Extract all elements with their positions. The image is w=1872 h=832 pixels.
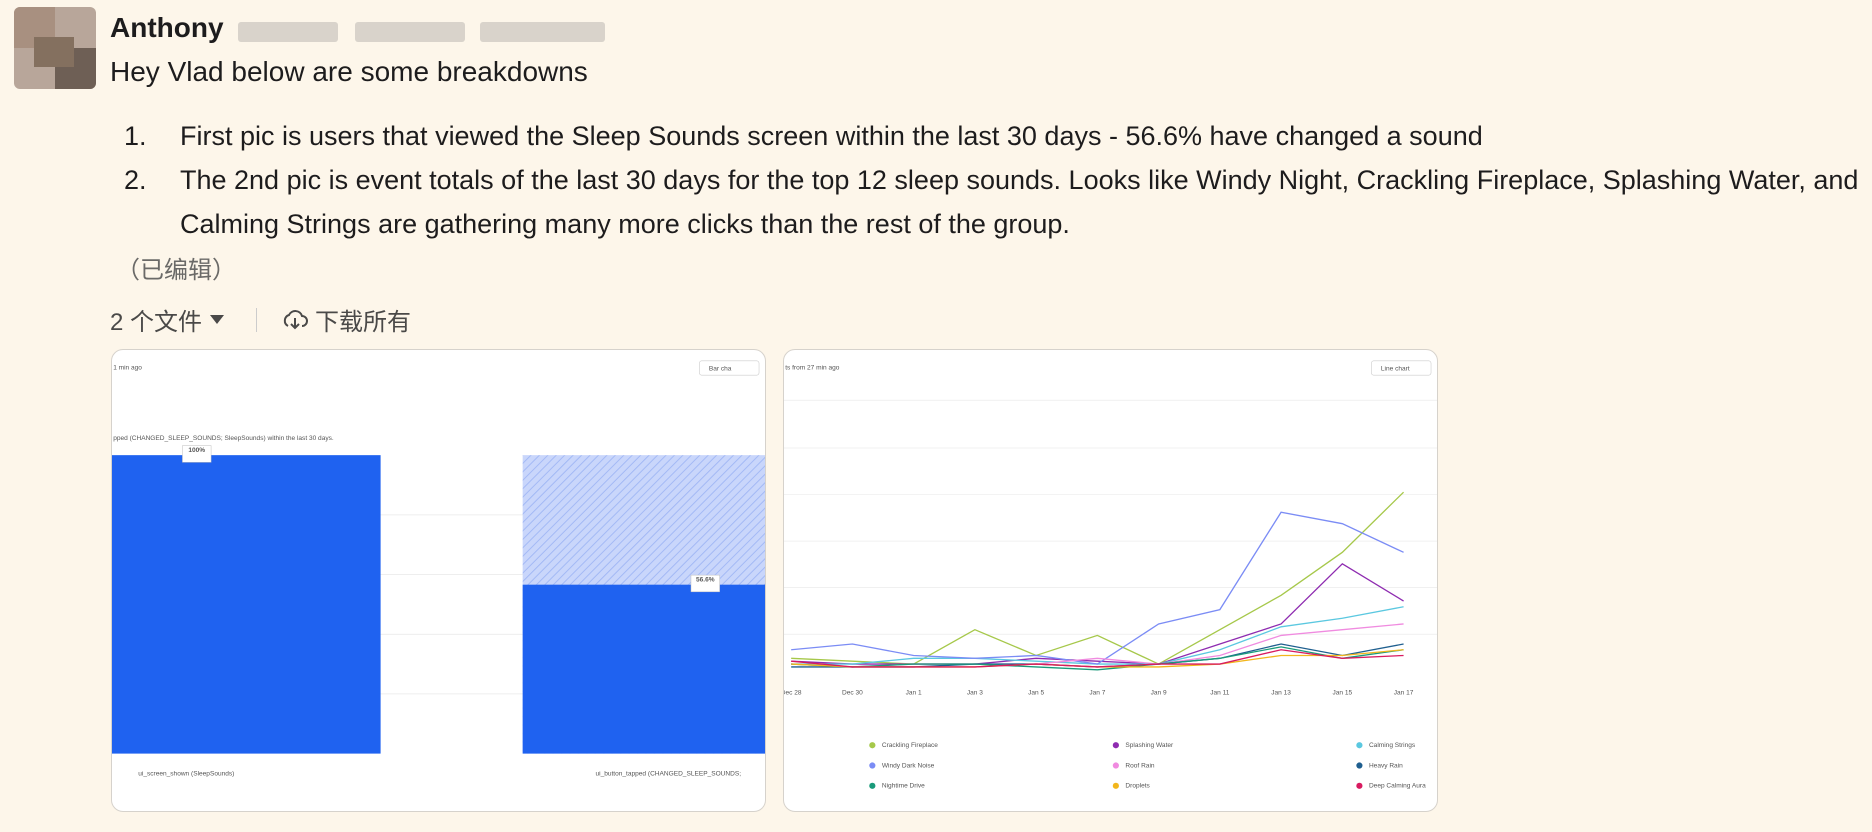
separator (256, 307, 258, 332)
file-count[interactable]: 2 个文件 (110, 309, 203, 336)
legend-label: Droplets (1125, 783, 1150, 790)
view-button-frame (1371, 360, 1432, 376)
x-tick-label: ui_screen_shown (SleepSounds) (138, 771, 234, 778)
legend-label: Roof Rain (1125, 762, 1154, 769)
series-line (791, 491, 1405, 665)
x-tick-label: Jan 17 (1394, 689, 1414, 696)
list-item: 2. The 2nd pic is event totals of the las… (110, 158, 1860, 246)
legend-swatch (1356, 762, 1363, 769)
message-list: 1. First pic is users that viewed the Sle… (110, 114, 1860, 246)
attachment-line-chart[interactable]: ts from 27 min ago Line chart Dec 28 Dec 30… (783, 349, 1438, 812)
list-text: First pic is users that viewed the Sleep… (180, 121, 1483, 151)
edited-label: （已编辑） (116, 257, 236, 284)
blurred-name (238, 22, 338, 42)
chart-subtitle: pped (CHANGED_SLEEP_SOUNDS; SleepSounds)… (113, 435, 334, 442)
series-line (791, 646, 1404, 671)
legend-swatch (869, 782, 876, 789)
legend-label: Deep Calming Aura (1369, 783, 1426, 790)
bar (112, 455, 381, 754)
legend-swatch (1356, 742, 1363, 749)
x-tick-label: Jan 13 (1271, 689, 1291, 696)
attachment-bar-chart[interactable]: 1 min ago Bar cha pped (CHANGED_SLEEP_SOUN… (111, 349, 766, 812)
download-icon[interactable] (281, 308, 309, 332)
value-label: 56.6% (696, 577, 715, 584)
legend-label: Heavy Rain (1369, 762, 1403, 769)
dropdown-icon[interactable] (202, 310, 232, 330)
list-item: 1. First pic is users that viewed the Sle… (110, 114, 1860, 158)
value-label: 100% (188, 447, 205, 454)
view-button: Bar cha (709, 365, 732, 372)
x-tick-label: Jan 7 (1089, 689, 1105, 696)
legend-swatch (869, 762, 876, 769)
legend-label: Splashing Water (1125, 742, 1174, 749)
value-label-box (182, 445, 212, 463)
download-all[interactable]: 下载所有 (315, 309, 412, 336)
bar-chart: 1 min ago Bar cha pped (CHANGED_SLEEP_SOUN… (112, 360, 765, 778)
files-bar: 2 个文件 下载所有 (110, 302, 411, 337)
chart-header: ts from 27 min ago (785, 365, 840, 372)
legend-label: Calming Strings (1369, 742, 1416, 749)
avatar[interactable] (14, 7, 96, 89)
legend-label: Crackling Fireplace (882, 742, 938, 749)
x-tick-label: Jan 3 (967, 689, 983, 696)
view-button-frame (699, 360, 760, 376)
legend-swatch (1112, 742, 1119, 749)
bar (522, 584, 765, 754)
legend-swatch (1356, 782, 1363, 789)
x-tick-label: Dec 30 (842, 689, 863, 696)
legend-swatch (1112, 782, 1119, 789)
x-tick-label: Jan 15 (1332, 689, 1352, 696)
x-tick-label: Jan 5 (1028, 689, 1044, 696)
x-tick-label: Jan 1 (906, 689, 922, 696)
list-number: 1. (124, 121, 147, 151)
message-text: Hey Vlad below are some breakdowns (110, 56, 588, 87)
legend-label: Windy Dark Noise (882, 762, 935, 769)
legend-swatch (869, 742, 876, 749)
legend-swatch (1112, 762, 1119, 769)
list-text: The 2nd pic is event totals of the last … (180, 165, 1859, 239)
avatar-image (14, 7, 96, 89)
list-number: 2. (124, 165, 147, 195)
x-tick-label: Jan 9 (1151, 689, 1167, 696)
x-tick-label: Jan 11 (1210, 689, 1230, 696)
author-name[interactable]: Anthony (110, 12, 224, 43)
series-line (791, 562, 1404, 665)
series-line (791, 623, 1404, 668)
legend-label: Nightime Drive (882, 783, 925, 790)
series-line (791, 649, 1404, 668)
x-tick-label: ui_button_tapped (CHANGED_SLEEP_SOUNDS; (595, 771, 741, 778)
series-line (791, 511, 1404, 665)
x-tick-label: Dec 28 (784, 689, 802, 696)
blurred-title (355, 22, 465, 42)
line-chart: ts from 27 min ago Line chart Dec 28 Dec 30… (784, 360, 1437, 790)
blurred-time (480, 22, 605, 42)
chart-header: 1 min ago (113, 365, 142, 372)
view-button: Line chart (1381, 365, 1410, 372)
value-label-box (690, 574, 720, 593)
